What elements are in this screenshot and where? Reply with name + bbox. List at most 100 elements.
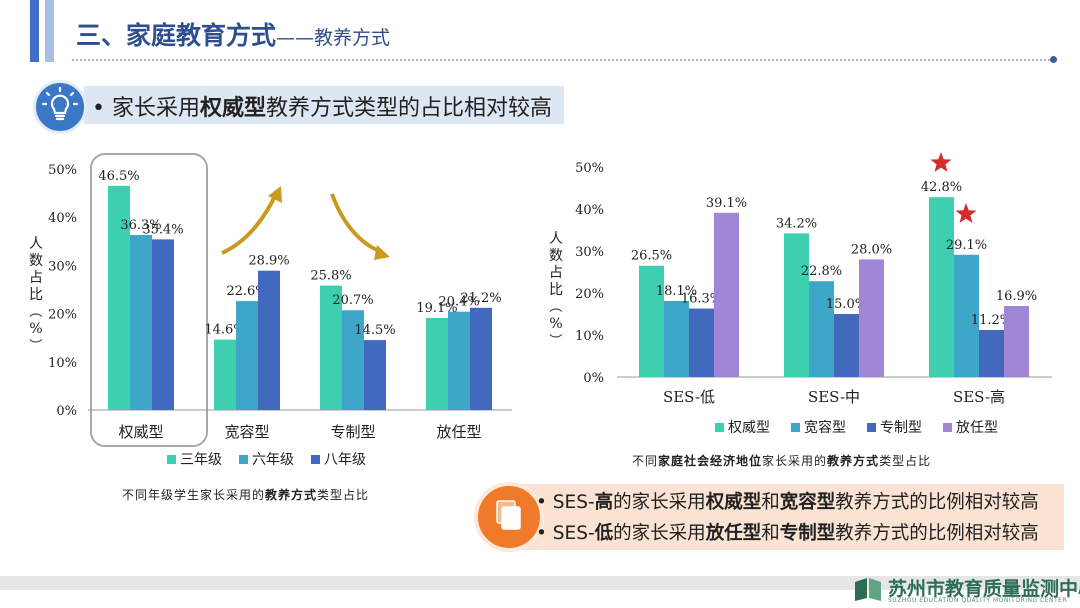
left-chart-caption: 不同年级学生家长采用的教养方式类型占比 [122, 486, 369, 503]
category-label: SES-中 [808, 388, 860, 406]
y-axis-title-char: % [29, 321, 42, 337]
key-finding-text: • 家长采用权威型教养方式类型的占比相对较高 [92, 90, 552, 122]
legend-label: 专制型 [880, 420, 922, 436]
documents-icon [474, 482, 544, 552]
bar [834, 314, 859, 377]
legend-swatch [867, 423, 876, 432]
book-logo-icon [855, 578, 881, 601]
right-caption-bold2: 教养方式 [827, 454, 880, 468]
category-label: 专制型 [330, 423, 375, 441]
lightbulb-icon [33, 80, 87, 134]
note1-part4: 教养方式的比例相对较高 [835, 492, 1039, 513]
bar [214, 339, 236, 410]
left-chart: 0% 10% 20% 30% 40% 50% 46.5% 36.3%35.4% 权威型 14.6%… [48, 163, 512, 468]
data-label: 35.4% [142, 222, 183, 237]
left-caption-pre: 不同年级学生家长采用的 [122, 488, 266, 502]
footer-band [0, 576, 1080, 590]
note2-part1: • SES- [536, 523, 595, 544]
legend-swatch [943, 423, 952, 432]
note2-part2: 的家长采用 [613, 523, 706, 544]
y-tick-label: 10% [48, 356, 77, 371]
y-axis-title-char: 人 [549, 231, 563, 247]
page-subtitle: ——教养方式 [276, 27, 391, 49]
org-logo-text: 苏州市教育质量监测中心 [888, 578, 1080, 600]
note1-bold3: 宽容型 [779, 492, 836, 513]
key-finding-banner [84, 86, 564, 124]
category-label: SES-高 [953, 388, 1005, 406]
conclusion-box [512, 484, 1064, 550]
note2-part3: 和 [761, 523, 780, 544]
right-caption-bold1: 家庭社会经济地位 [658, 454, 763, 468]
bar [342, 310, 364, 410]
y-tick-label: 0% [56, 404, 77, 419]
y-tick-label: 40% [575, 203, 604, 218]
data-label: 28.9% [248, 254, 289, 269]
bar [364, 340, 386, 410]
data-label: 39.1% [706, 196, 747, 211]
banner-bold: 权威型 [199, 96, 266, 121]
right-caption-mid: 家长采用的 [762, 454, 828, 468]
y-axis-title-char: 比 [549, 282, 563, 298]
right-chart-caption: 不同家庭社会经济地位家长采用的教养方式类型占比 [632, 452, 931, 469]
data-label: 16.3% [681, 292, 722, 307]
note1-part3: 和 [761, 492, 780, 513]
y-tick-label: 50% [575, 161, 604, 176]
data-label: 14.5% [354, 323, 395, 338]
data-label: 20.4% [438, 295, 479, 310]
data-label: 42.8% [921, 180, 962, 195]
legend-label: 八年级 [324, 452, 366, 468]
y-axis-title-char: （ [547, 299, 562, 312]
category-label: 放任型 [436, 423, 481, 441]
legend-label: 放任型 [956, 420, 998, 436]
bar [859, 259, 884, 377]
y-tick-label: 30% [48, 259, 77, 274]
banner-suffix: 教养方式类型的占比相对较高 [266, 96, 553, 121]
y-axis-title-char: 人 [29, 236, 43, 252]
page-title-main: 三、家庭教育方式 [76, 21, 277, 50]
right-chart: 0% 10% 20% 30% 40% 50% 26.5% 18.1%16.3% 39.1% SES… [575, 161, 1052, 436]
rising-arrow-icon [221, 193, 278, 255]
title-divider [72, 59, 1050, 61]
data-label: 29.1% [946, 238, 987, 253]
y-axis-title-char: 数 [549, 248, 563, 264]
conclusion-line-2: • SES-低的家长采用放任型和专制型教养方式的比例相对较高 [536, 519, 1039, 545]
data-label: 21.2% [460, 291, 501, 306]
bar [448, 311, 470, 410]
bar [639, 265, 664, 377]
data-label: 22.6% [226, 284, 267, 299]
y-tick-label: 20% [575, 287, 604, 302]
bar [714, 212, 739, 377]
falling-arrow-icon [330, 193, 382, 254]
falling-arrow-head-icon [374, 245, 390, 260]
legend-swatch [311, 455, 320, 464]
y-axis-title-char: ） [547, 333, 562, 346]
legend-swatch [239, 455, 248, 464]
page-title: 三、家庭教育方式——教养方式 [76, 16, 390, 52]
bar [809, 281, 834, 377]
banner-prefix: • 家长采用 [92, 96, 200, 121]
bar [1004, 306, 1029, 377]
data-label: 25.8% [310, 269, 351, 284]
data-label: 16.9% [996, 289, 1037, 304]
bar [664, 300, 689, 377]
title-accent-bar-light [45, 0, 54, 62]
bar [152, 239, 174, 410]
bar [470, 307, 492, 410]
y-tick-label: 30% [575, 245, 604, 260]
data-label: 11.2% [971, 313, 1012, 328]
bar [689, 308, 714, 377]
y-axis-title-char: 占 [29, 270, 43, 286]
y-tick-label: 10% [575, 329, 604, 344]
bar [979, 329, 1004, 377]
bar [108, 185, 130, 410]
legend-label: 三年级 [180, 452, 222, 468]
legend-label: 宽容型 [804, 419, 846, 436]
y-tick-label: 40% [48, 211, 77, 226]
data-label: 46.5% [98, 169, 139, 184]
category-label: 宽容型 [224, 423, 269, 441]
data-label: 20.7% [332, 293, 373, 308]
y-axis-title-char: ） [27, 338, 42, 351]
bar [784, 233, 809, 377]
